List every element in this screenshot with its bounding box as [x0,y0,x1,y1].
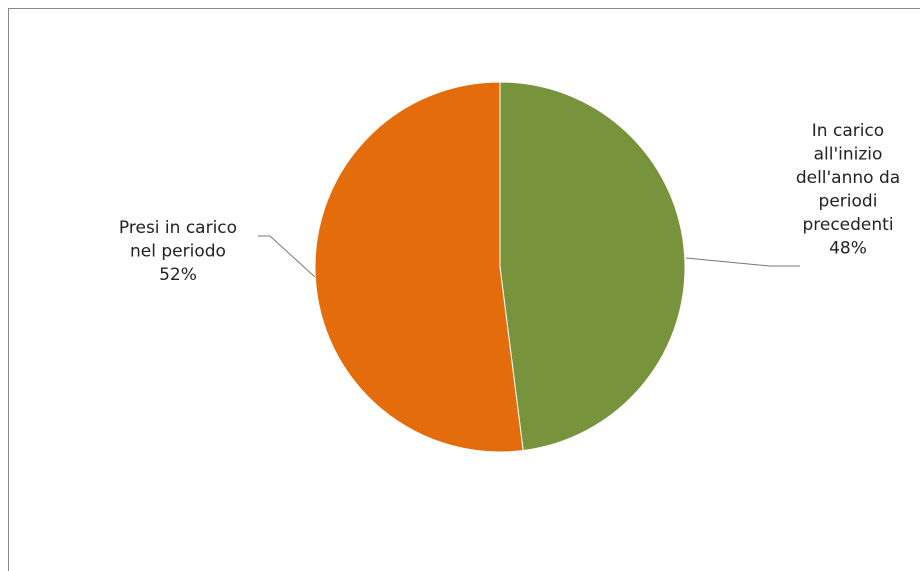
slice-label: Presi in carico nel periodo [119,218,237,262]
label-line: periodi [819,192,878,212]
slice-value-label: 52% [159,265,197,285]
label-line: Presi in carico [119,218,237,238]
label-line: precedenti [802,215,893,235]
slice-label: In carico all'inizio dell'anno da periodi pr… [796,121,900,235]
label-line: In carico [812,121,884,141]
pie-slice [499,81,686,452]
slice-value-label: 48% [829,239,867,259]
pie-slice [314,81,524,453]
label-line: dell'anno da [796,168,900,188]
label-line: all'inizio [814,145,883,165]
label-line: nel periodo [130,242,226,262]
leader-line [258,235,317,279]
leader-line [685,257,800,267]
